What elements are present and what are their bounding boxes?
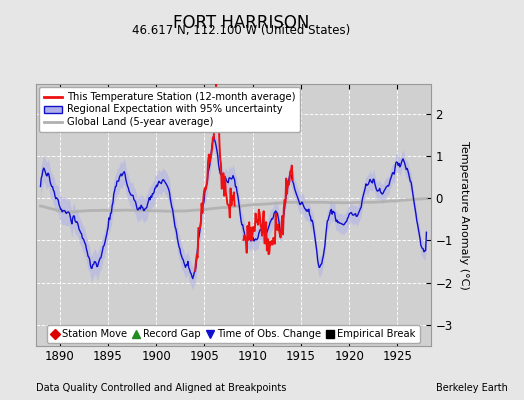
Text: FORT HARRISON: FORT HARRISON [173,14,309,32]
Text: Berkeley Earth: Berkeley Earth [436,383,508,393]
Y-axis label: Temperature Anomaly (°C): Temperature Anomaly (°C) [460,141,470,289]
Text: Data Quality Controlled and Aligned at Breakpoints: Data Quality Controlled and Aligned at B… [36,383,286,393]
Legend: Station Move, Record Gap, Time of Obs. Change, Empirical Break: Station Move, Record Gap, Time of Obs. C… [47,325,420,343]
Text: 46.617 N, 112.100 W (United States): 46.617 N, 112.100 W (United States) [132,24,350,37]
